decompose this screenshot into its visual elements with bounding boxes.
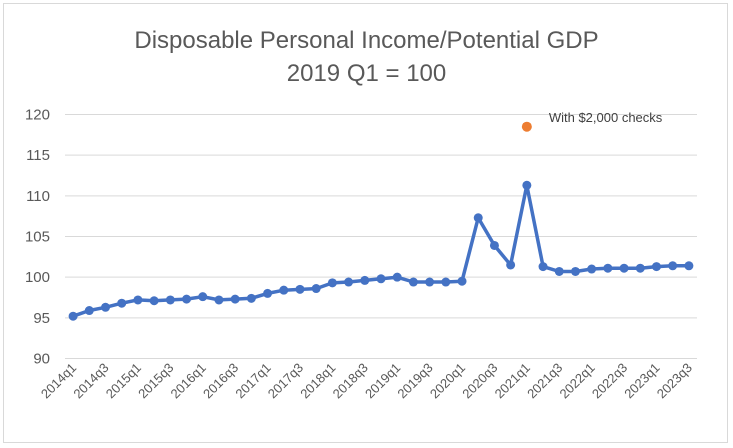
x-axis-ticks: 2014q12014q32015q12015q32016q12016q32017… xyxy=(38,360,695,401)
series-line-0 xyxy=(72,183,689,318)
x-tick-label: 2015q1 xyxy=(103,360,144,401)
y-tick-label: 100 xyxy=(25,269,50,286)
y-tick-label: 90 xyxy=(33,351,50,368)
data-point xyxy=(295,284,305,294)
data-point xyxy=(117,298,127,308)
data-point xyxy=(182,294,192,304)
x-tick-label: 2014q3 xyxy=(70,360,111,401)
y-tick-label: 115 xyxy=(26,147,50,164)
data-point xyxy=(344,277,354,287)
data-point xyxy=(408,277,418,287)
data-point xyxy=(425,277,435,287)
x-tick-label: 2018q1 xyxy=(297,360,338,401)
data-point xyxy=(538,262,548,272)
data-point xyxy=(457,276,467,286)
chart-title: Disposable Personal Income/Potential GDP… xyxy=(0,24,733,90)
x-tick-label: 2019q1 xyxy=(362,360,403,401)
y-tick-label: 120 xyxy=(25,107,50,124)
x-tick-label: 2023q1 xyxy=(621,360,662,401)
data-point xyxy=(684,261,694,271)
highlight-point xyxy=(521,121,532,132)
data-point xyxy=(149,296,159,306)
x-tick-label: 2022q1 xyxy=(556,360,597,401)
chart-subtitle: 2019 Q1 = 100 xyxy=(286,60,447,87)
y-tick-label: 110 xyxy=(26,188,50,205)
data-point xyxy=(619,263,629,273)
x-tick-label: 2020q3 xyxy=(459,360,500,401)
data-point xyxy=(489,240,499,250)
data-point xyxy=(360,275,370,285)
x-tick-label: 2021q1 xyxy=(492,360,533,401)
data-point xyxy=(246,293,256,303)
data-point xyxy=(263,288,273,298)
chart-title-line: Disposable Personal Income/Potential GDP xyxy=(134,27,599,54)
data-point xyxy=(570,266,580,276)
data-point xyxy=(198,292,208,302)
data-point xyxy=(473,213,483,223)
x-tick-label: 2020q1 xyxy=(427,360,468,401)
data-point xyxy=(392,272,402,282)
x-tick-label: 2016q1 xyxy=(168,360,209,401)
data-point xyxy=(165,295,175,305)
data-point xyxy=(84,306,94,316)
data-point xyxy=(635,263,645,273)
x-tick-label: 2023q3 xyxy=(654,360,695,401)
gridlines xyxy=(65,114,697,359)
highlight-layer: With $2,000 checks xyxy=(521,110,663,132)
data-point xyxy=(214,295,224,305)
data-point xyxy=(376,274,386,284)
data-point xyxy=(603,263,613,273)
x-tick-label: 2018q3 xyxy=(330,360,371,401)
data-point xyxy=(441,277,451,287)
data-point xyxy=(311,284,321,294)
data-point xyxy=(506,260,516,270)
data-point xyxy=(668,261,678,271)
data-point xyxy=(554,266,564,276)
data-point xyxy=(230,294,240,304)
data-point xyxy=(279,285,289,295)
y-tick-label: 105 xyxy=(25,229,50,246)
y-axis-ticks: 90 95 100 105 110 115 120 xyxy=(25,107,50,368)
annotation-label: With $2,000 checks xyxy=(549,110,663,125)
data-point xyxy=(133,295,143,305)
x-tick-label: 2022q3 xyxy=(589,360,630,401)
series-layer xyxy=(68,180,694,321)
x-tick-label: 2016q3 xyxy=(200,360,241,401)
data-point xyxy=(68,311,78,321)
x-tick-label: 2017q3 xyxy=(265,360,306,401)
data-point xyxy=(327,278,337,288)
data-point xyxy=(587,264,597,274)
x-tick-label: 2015q3 xyxy=(135,360,176,401)
data-point xyxy=(522,180,532,190)
x-tick-label: 2019q3 xyxy=(394,360,435,401)
x-tick-label: 2021q3 xyxy=(524,360,565,401)
x-tick-label: 2017q1 xyxy=(232,360,273,401)
data-point xyxy=(651,262,661,272)
y-tick-label: 95 xyxy=(33,310,50,327)
data-point xyxy=(101,302,111,312)
chart-frame xyxy=(3,3,728,443)
